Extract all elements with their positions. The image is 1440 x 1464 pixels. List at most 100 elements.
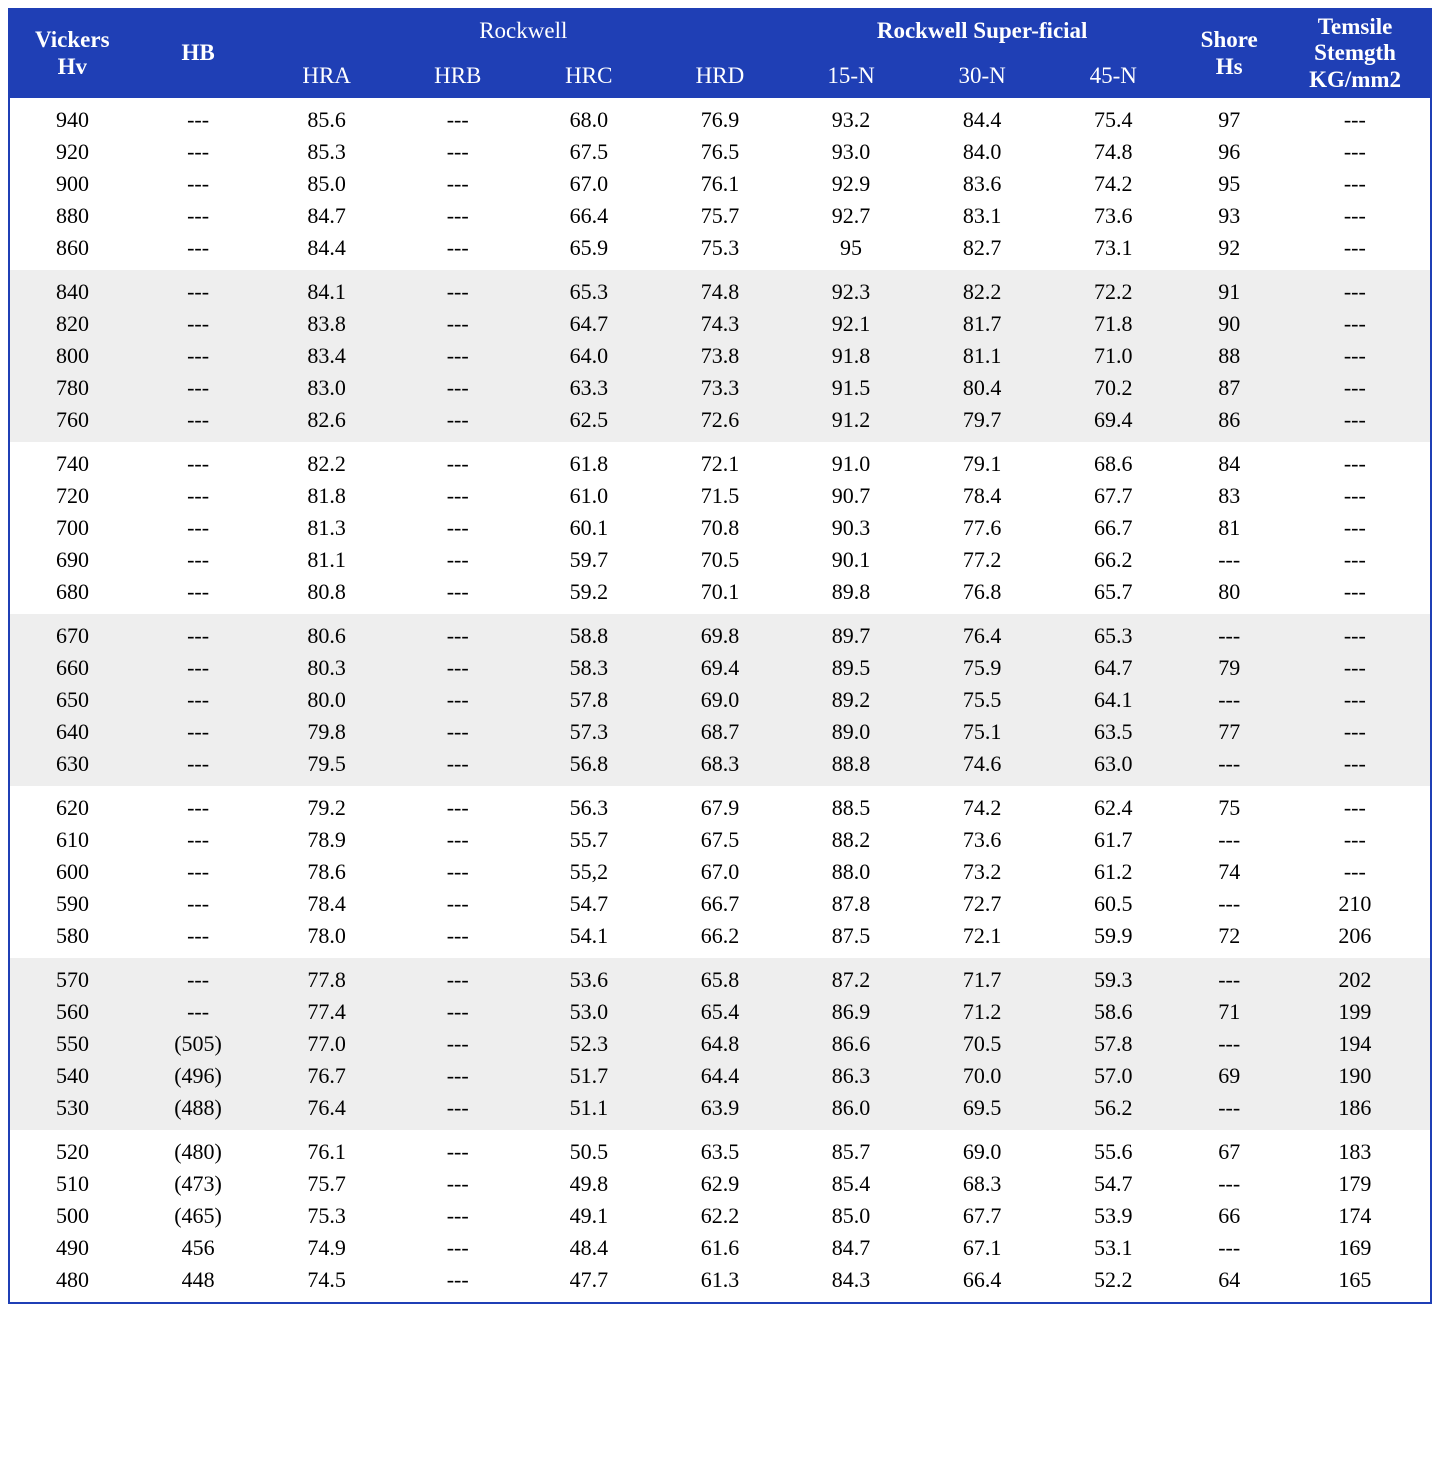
cell: --- [392,1092,523,1130]
cell: 61.3 [654,1264,785,1303]
cell: 65.3 [523,270,654,308]
cell: 83.4 [261,340,392,372]
cell: 190 [1280,1060,1431,1092]
cell: 67 [1179,1130,1280,1168]
cell: 74.8 [654,270,785,308]
table-row: 700---81.3---60.170.890.377.666.781--- [9,512,1431,544]
cell: 67.9 [654,786,785,824]
cell: --- [1280,856,1431,888]
cell: --- [135,958,261,996]
header-text: Stemgth [1314,40,1396,65]
cell: 57.0 [1048,1060,1179,1092]
cell: 57.8 [523,684,654,716]
header-text: Hs [1216,54,1243,79]
cell: 73.6 [917,824,1048,856]
cell: 58.8 [523,614,654,652]
cell: --- [392,340,523,372]
cell: --- [1280,168,1431,200]
cell: 68.7 [654,716,785,748]
cell: 780 [9,372,135,404]
cell: 58.6 [1048,996,1179,1028]
cell: 77.0 [261,1028,392,1060]
cell: 55.7 [523,824,654,856]
cell: 54.7 [1048,1168,1179,1200]
cell: 70.2 [1048,372,1179,404]
cell: (488) [135,1092,261,1130]
cell: 85.0 [261,168,392,200]
cell: --- [392,996,523,1028]
cell: 87.8 [786,888,917,920]
cell: --- [135,824,261,856]
cell: --- [392,270,523,308]
cell: 73.2 [917,856,1048,888]
cell: 58.3 [523,652,654,684]
cell: 47.7 [523,1264,654,1303]
cell: 84.0 [917,136,1048,168]
cell: 570 [9,958,135,996]
cell: 80.6 [261,614,392,652]
cell: 77 [1179,716,1280,748]
table-row: 660---80.3---58.369.489.575.964.779--- [9,652,1431,684]
row-group: 740---82.2---61.872.191.079.168.684---72… [9,442,1431,614]
cell: 740 [9,442,135,480]
cell: 88.8 [786,748,917,786]
cell: 72 [1179,920,1280,958]
cell: --- [135,340,261,372]
cell: 93.2 [786,98,917,137]
cell: 59.7 [523,544,654,576]
cell: 93 [1179,200,1280,232]
cell: 95 [1179,168,1280,200]
cell: 88.0 [786,856,917,888]
col-30n: 30-N [917,54,1048,98]
cell: --- [1179,1168,1280,1200]
header-text: KG/mm2 [1309,67,1401,92]
cell: 73.3 [654,372,785,404]
cell: --- [392,512,523,544]
cell: 77.6 [917,512,1048,544]
cell: 81.3 [261,512,392,544]
cell: 85.3 [261,136,392,168]
cell: --- [392,652,523,684]
cell: 550 [9,1028,135,1060]
cell: --- [1280,824,1431,856]
col-hrb: HRB [392,54,523,98]
cell: 84.4 [261,232,392,270]
cell: 65.7 [1048,576,1179,614]
table-row: 610---78.9---55.767.588.273.661.7------ [9,824,1431,856]
cell: 79.7 [917,404,1048,442]
table-row: 590---78.4---54.766.787.872.760.5---210 [9,888,1431,920]
col-hrc: HRC [523,54,654,98]
cell: (473) [135,1168,261,1200]
cell: 72.7 [917,888,1048,920]
cell: 560 [9,996,135,1028]
header-text: Hv [58,54,87,79]
cell: 81.7 [917,308,1048,340]
cell: 840 [9,270,135,308]
cell: --- [1179,824,1280,856]
cell: --- [392,1028,523,1060]
cell: 71.5 [654,480,785,512]
cell: 66.7 [1048,512,1179,544]
cell: --- [135,372,261,404]
cell: 74.6 [917,748,1048,786]
cell: 49.1 [523,1200,654,1232]
cell: --- [1179,614,1280,652]
hardness-conversion-table: Vickers Hv HB Rockwell Rockwell Super-fi… [8,8,1432,1304]
cell: --- [1280,544,1431,576]
cell: 880 [9,200,135,232]
cell: --- [392,958,523,996]
cell: --- [392,1168,523,1200]
cell: 87 [1179,372,1280,404]
cell: 720 [9,480,135,512]
cell: 91.2 [786,404,917,442]
cell: --- [1280,716,1431,748]
cell: 84.3 [786,1264,917,1303]
cell: 83.0 [261,372,392,404]
table-row: 580---78.0---54.166.287.572.159.972206 [9,920,1431,958]
cell: 62.5 [523,404,654,442]
cell: --- [1179,544,1280,576]
cell: 53.0 [523,996,654,1028]
cell: 77.4 [261,996,392,1028]
cell: 89.5 [786,652,917,684]
cell: 67.7 [1048,480,1179,512]
